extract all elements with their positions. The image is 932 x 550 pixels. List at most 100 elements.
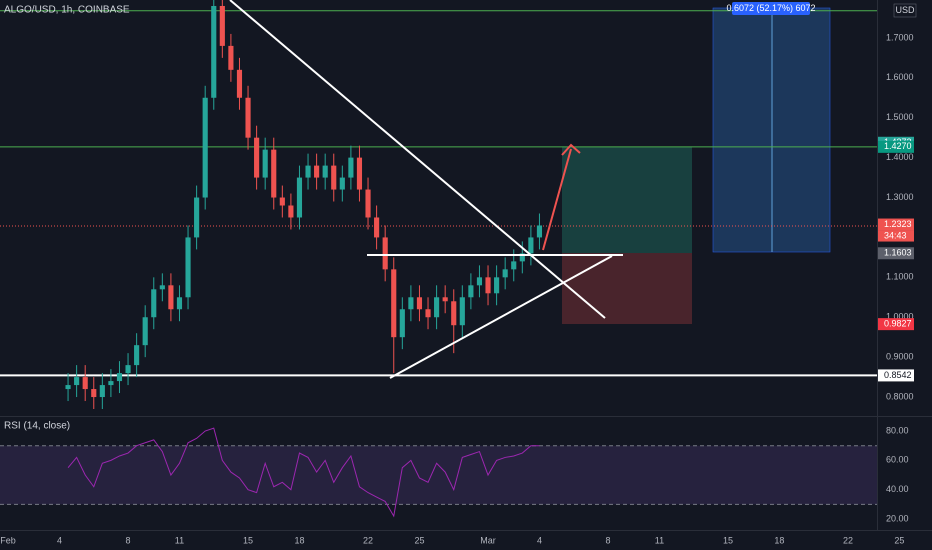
candle-body bbox=[485, 277, 491, 294]
candle-body bbox=[116, 373, 123, 382]
candle-body bbox=[211, 5, 217, 98]
y-tick-label: 1.3000 bbox=[886, 192, 914, 202]
candle-body bbox=[356, 157, 363, 190]
x-tick-label: 15 bbox=[723, 535, 733, 545]
price-label: 1.1603 bbox=[884, 248, 912, 258]
price-label: 0.9827 bbox=[884, 319, 912, 329]
x-tick-label: 8 bbox=[606, 535, 611, 545]
x-tick-label: 22 bbox=[363, 535, 373, 545]
candle-body bbox=[502, 269, 508, 278]
price-label-bg bbox=[878, 318, 914, 331]
candle-body bbox=[279, 197, 285, 206]
profit-zone bbox=[562, 147, 692, 253]
candle-body bbox=[245, 97, 251, 138]
y-tick-label: 80.00 bbox=[886, 425, 909, 435]
candle-body bbox=[339, 177, 345, 190]
candle-body bbox=[82, 377, 88, 390]
rsi-line bbox=[67, 427, 540, 518]
loss-zone bbox=[562, 253, 692, 324]
candle-body bbox=[228, 45, 234, 70]
y-tick-label: 1.4000 bbox=[886, 152, 914, 162]
currency-bg bbox=[893, 3, 917, 18]
candle-body bbox=[314, 165, 320, 178]
candle-body bbox=[254, 137, 260, 178]
candle-body bbox=[425, 309, 431, 318]
candle-body bbox=[476, 277, 483, 286]
x-tick-label: 25 bbox=[894, 535, 904, 545]
candle-body bbox=[194, 197, 200, 238]
candle-body bbox=[142, 317, 148, 346]
candle-body bbox=[391, 269, 397, 338]
candle-body bbox=[519, 253, 525, 262]
countdown-bg bbox=[878, 230, 914, 242]
candle-body bbox=[91, 389, 97, 398]
price-label-bg bbox=[878, 140, 914, 153]
price-label-bg bbox=[878, 218, 914, 231]
candle-body bbox=[494, 277, 500, 294]
candle-body bbox=[528, 237, 534, 254]
candle-body bbox=[536, 225, 543, 238]
price-label-bg bbox=[878, 247, 914, 260]
candle-body bbox=[442, 297, 448, 302]
rsi-pane bbox=[0, 427, 877, 518]
candle-body bbox=[185, 237, 191, 298]
candle-body bbox=[151, 289, 157, 318]
chart-title: ALGO/USD, 1h, COINBASE bbox=[4, 5, 130, 16]
y-tick-label: 1.6000 bbox=[886, 72, 914, 82]
candle-body bbox=[305, 165, 311, 178]
trend-line bbox=[229, 0, 606, 319]
price-pane bbox=[0, 0, 877, 410]
candle-body bbox=[459, 297, 465, 326]
candle-body bbox=[511, 261, 517, 270]
y-tick-label: 60.00 bbox=[886, 455, 909, 465]
candle-body bbox=[125, 365, 131, 374]
candle-body bbox=[202, 97, 208, 198]
candle-body bbox=[451, 301, 457, 326]
x-tick-label: Mar bbox=[480, 535, 496, 545]
candle-body bbox=[236, 69, 243, 98]
x-tick-label: 25 bbox=[414, 535, 424, 545]
candle-body bbox=[168, 285, 174, 310]
candle-body bbox=[322, 165, 328, 178]
candle-body bbox=[262, 149, 268, 178]
candle-body bbox=[408, 297, 414, 310]
y-tick-label: 1.5000 bbox=[886, 112, 914, 122]
candle-body bbox=[108, 381, 114, 386]
x-tick-label: Feb bbox=[0, 535, 16, 545]
x-tick-label: 22 bbox=[843, 535, 853, 545]
y-tick-label: 1.7000 bbox=[886, 32, 914, 42]
candle-body bbox=[416, 297, 423, 310]
y-tick-label: 0.8000 bbox=[886, 391, 914, 401]
y-tick-label: 1.1000 bbox=[886, 272, 914, 282]
y-tick-label: 40.00 bbox=[886, 484, 909, 494]
x-tick-label: 11 bbox=[655, 535, 664, 545]
x-tick-label: 11 bbox=[175, 535, 184, 545]
candle-body bbox=[176, 297, 183, 310]
x-tick-label: 8 bbox=[126, 535, 131, 545]
currency: USD bbox=[895, 5, 915, 15]
y-tick-label: 20.00 bbox=[886, 513, 909, 523]
y-tick-label: 1.0000 bbox=[886, 312, 914, 322]
x-tick-label: 4 bbox=[537, 535, 542, 545]
candle-body bbox=[65, 385, 71, 390]
y-tick-label: 0.9000 bbox=[886, 352, 914, 362]
rsi-title: RSI (14, close) bbox=[4, 421, 70, 432]
candle-body bbox=[99, 385, 105, 398]
x-tick-label: 15 bbox=[243, 535, 253, 545]
rsi-band bbox=[0, 445, 877, 505]
candle-body bbox=[365, 189, 371, 218]
arrow-head bbox=[561, 143, 581, 156]
x-tick-label: 4 bbox=[57, 535, 62, 545]
trend-line bbox=[389, 255, 613, 379]
candle-body bbox=[296, 177, 303, 218]
candle-body bbox=[271, 149, 277, 198]
x-tick-label: 18 bbox=[294, 535, 304, 545]
price-label: 1.4270 bbox=[884, 141, 912, 151]
candle-body bbox=[159, 285, 165, 290]
candle-body bbox=[382, 237, 388, 270]
measure-label: 0.6072 (52.17%) 6072 bbox=[726, 3, 815, 13]
price-label: 0.8542 bbox=[884, 370, 912, 380]
price-label-bg bbox=[878, 369, 914, 382]
candle-body bbox=[399, 309, 405, 338]
